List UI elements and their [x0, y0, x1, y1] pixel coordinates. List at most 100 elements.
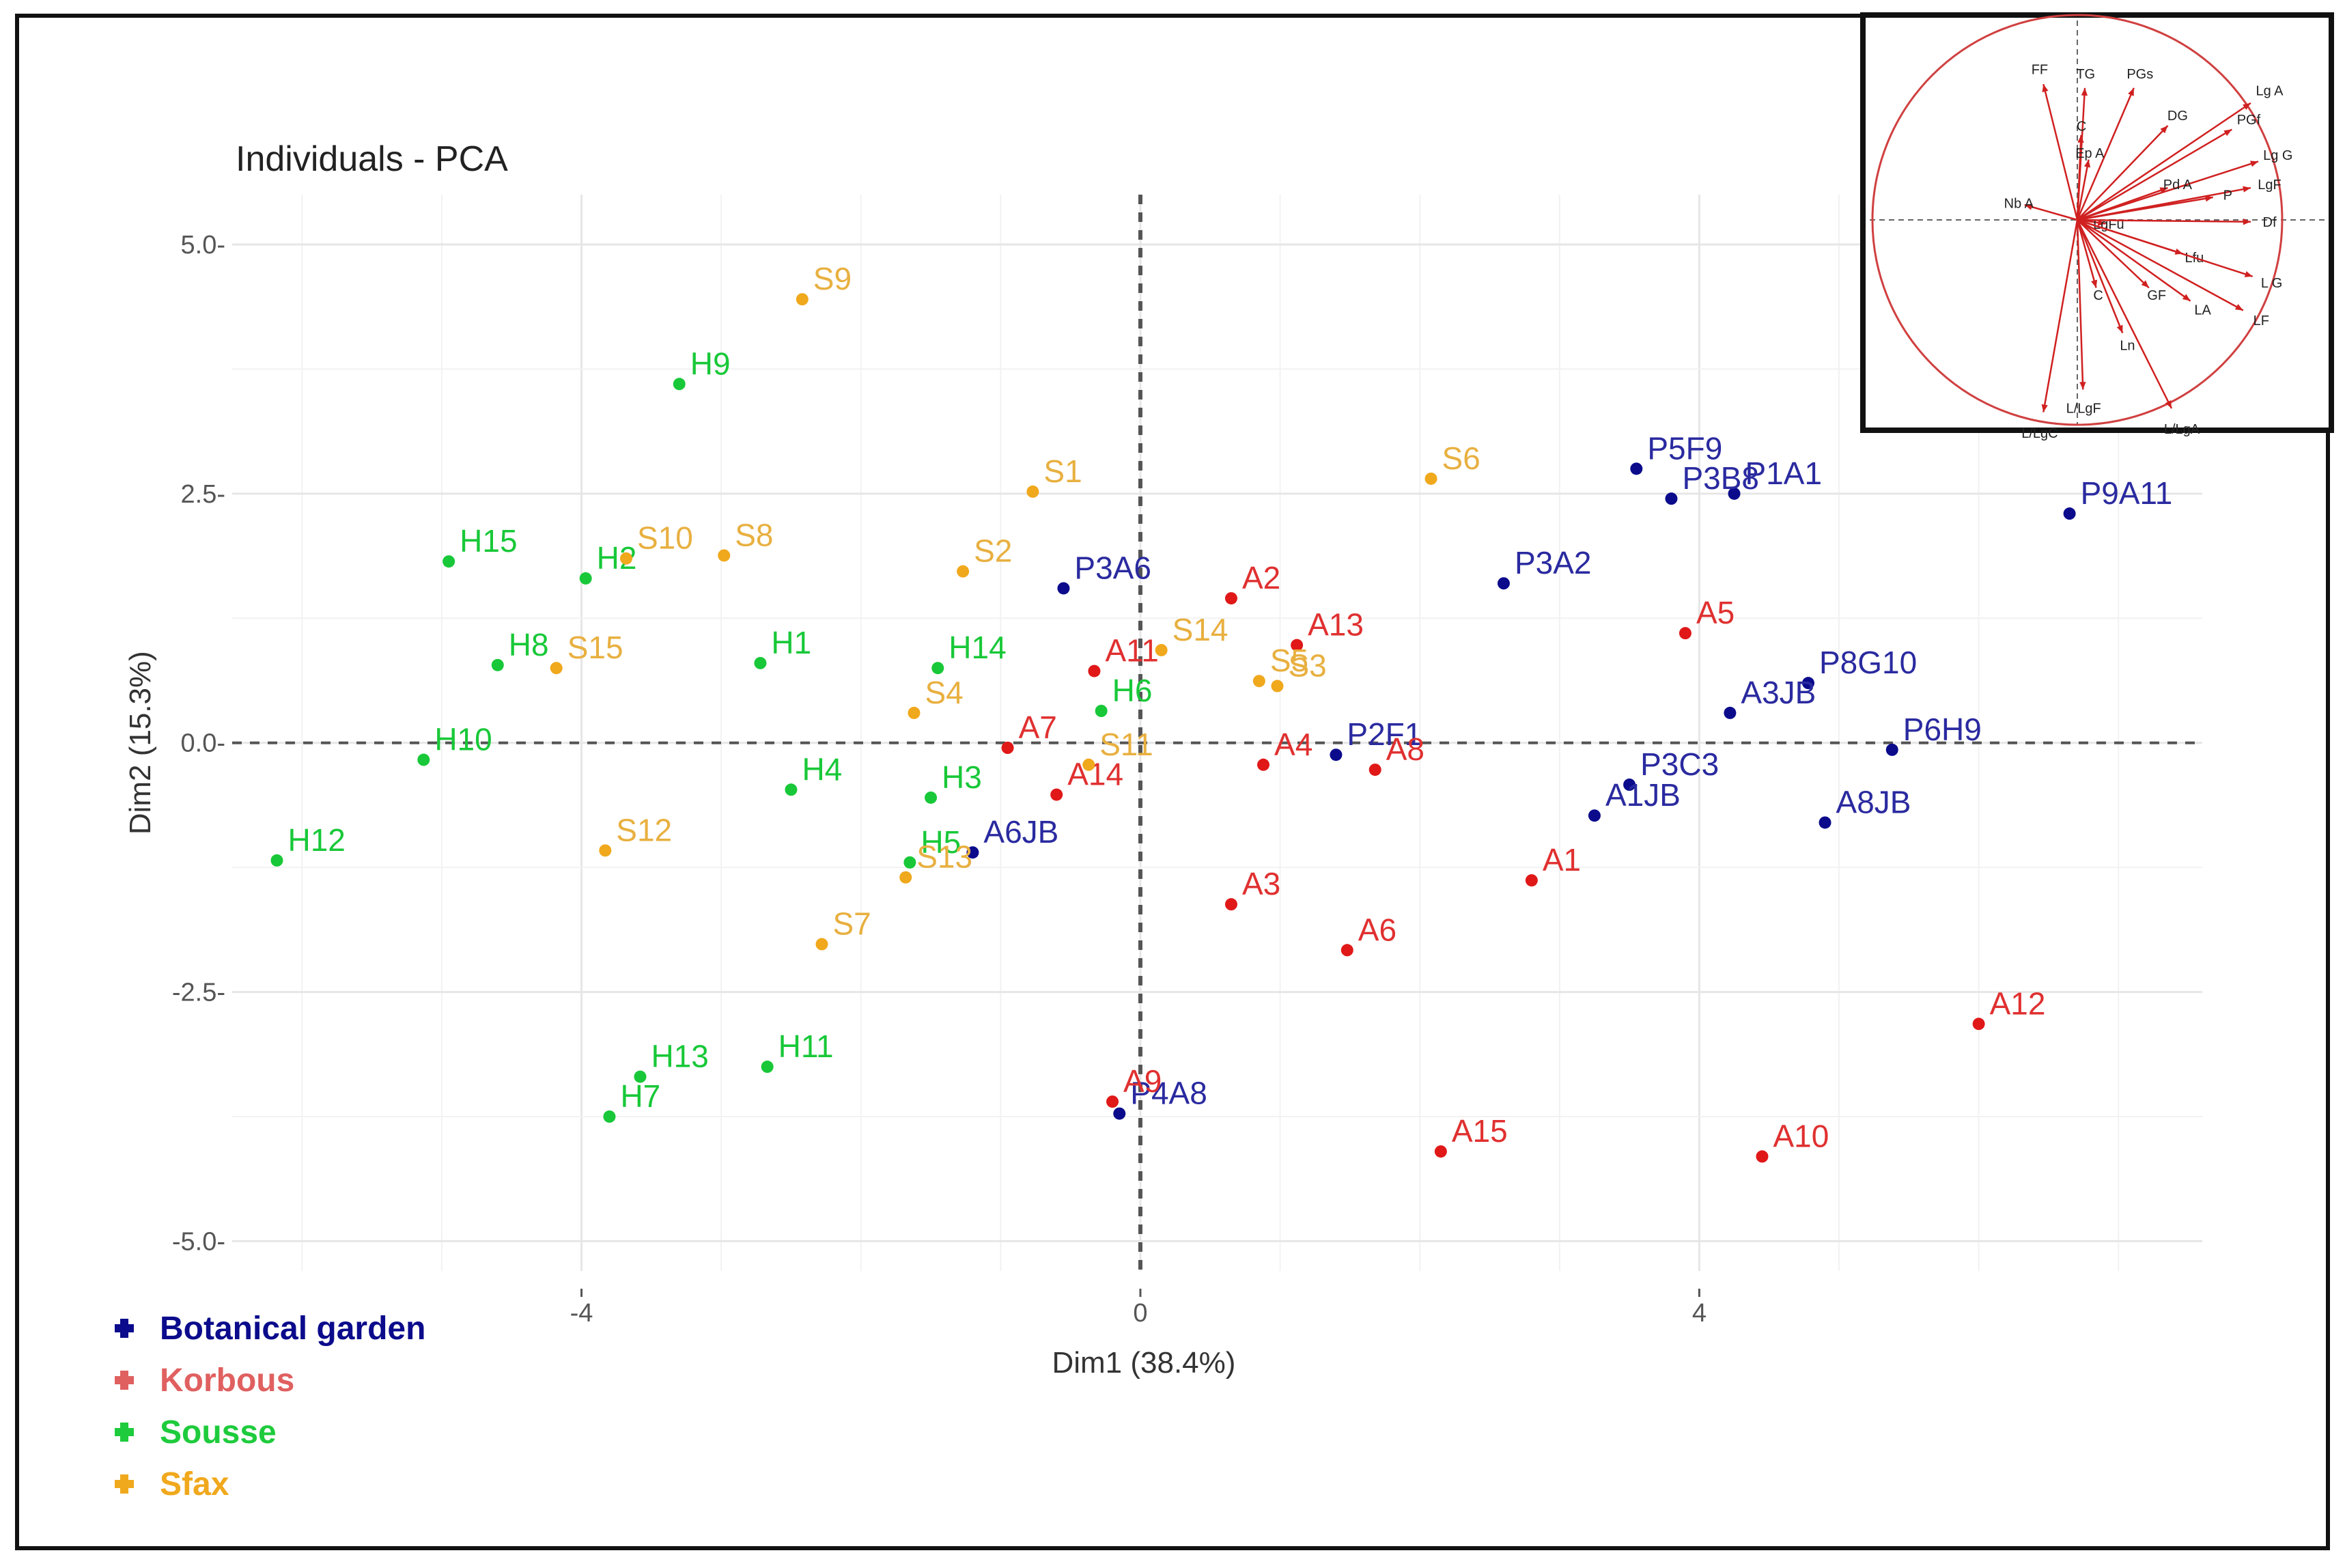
point-S7[interactable] — [815, 938, 828, 951]
point-A6[interactable] — [1340, 944, 1353, 957]
point-P8G10[interactable] — [1802, 677, 1814, 690]
legend-label: Korbous — [160, 1362, 294, 1399]
point-H1[interactable] — [754, 656, 767, 669]
inset-variable-LA: LA — [2077, 219, 2211, 318]
inset-arrow — [2077, 219, 2150, 289]
point-P1A1[interactable] — [1728, 487, 1741, 500]
point-H2[interactable] — [579, 572, 592, 585]
point-A5[interactable] — [1679, 627, 1691, 640]
legend-item-sfax[interactable]: Sfax — [115, 1466, 229, 1502]
point-label-A6: A6 — [1358, 912, 1396, 947]
point-A9[interactable] — [1106, 1095, 1119, 1108]
point-S12[interactable] — [599, 844, 612, 857]
point-H14[interactable] — [931, 662, 944, 675]
point-label-A1JB: A1JB — [1605, 777, 1681, 813]
inset-arrow — [2042, 83, 2079, 221]
point-A14[interactable] — [1050, 788, 1063, 801]
point-S15[interactable] — [550, 662, 563, 675]
point-S3[interactable] — [1271, 680, 1284, 692]
y-tick-label: 2.5- — [181, 480, 225, 509]
point-A1[interactable] — [1525, 874, 1538, 887]
inset-arrow — [2077, 160, 2259, 221]
inset-arrowhead — [2141, 280, 2149, 288]
point-label-S9: S9 — [813, 261, 852, 296]
point-label-S7: S7 — [832, 906, 871, 942]
y-tick-label: -2.5- — [172, 979, 225, 1007]
point-H12[interactable] — [270, 854, 283, 867]
inset-variable-PGf: PGf — [2077, 113, 2261, 221]
inset-variable-C: C — [2076, 219, 2103, 303]
point-A8JB[interactable] — [1819, 816, 1831, 829]
inset-arrowhead — [2091, 279, 2098, 288]
point-S10[interactable] — [620, 552, 632, 565]
point-P3C3[interactable] — [1623, 779, 1636, 791]
point-A6JB[interactable] — [966, 846, 979, 859]
inset-arrow — [2077, 102, 2251, 221]
point-H4[interactable] — [785, 783, 798, 796]
point-H3[interactable] — [925, 791, 938, 804]
legend-item-sousse[interactable]: Sousse — [115, 1414, 277, 1451]
point-S14[interactable] — [1155, 643, 1168, 656]
point-A11[interactable] — [1088, 664, 1101, 677]
point-P2F1[interactable] — [1330, 748, 1343, 761]
point-A1JB[interactable] — [1588, 809, 1601, 822]
point-A3JB[interactable] — [1724, 706, 1737, 719]
point-S11[interactable] — [1082, 758, 1095, 771]
point-P3B8[interactable] — [1665, 492, 1678, 505]
inset-arrowhead — [2097, 219, 2106, 226]
point-H15[interactable] — [443, 555, 455, 568]
point-S1[interactable] — [1026, 485, 1039, 498]
point-A7[interactable] — [1001, 742, 1014, 754]
point-P9A11[interactable] — [2063, 507, 2076, 520]
point-A15[interactable] — [1434, 1145, 1447, 1158]
inset-arrowhead — [2223, 129, 2232, 137]
point-H13[interactable] — [634, 1070, 647, 1083]
point-label-A3: A3 — [1242, 866, 1280, 901]
point-label-A10: A10 — [1773, 1118, 1829, 1153]
inset-variable-PGs: PGs — [2076, 67, 2153, 221]
point-H5[interactable] — [903, 856, 916, 869]
point-P3A2[interactable] — [1497, 577, 1510, 590]
point-label-H11: H11 — [778, 1028, 834, 1064]
inset-arrow — [2076, 219, 2097, 288]
point-H11[interactable] — [761, 1061, 774, 1074]
point-S2[interactable] — [957, 565, 970, 578]
point-S9[interactable] — [796, 293, 809, 306]
inset-arrow — [2024, 204, 2078, 221]
point-label-S5: S5 — [1270, 643, 1308, 678]
inset-arrowhead — [2116, 324, 2123, 333]
inset-arrowhead — [2042, 84, 2049, 93]
point-A12[interactable] — [1972, 1018, 1985, 1031]
inset-arrowhead — [2244, 270, 2253, 277]
point-H9[interactable] — [673, 378, 686, 391]
point-S13[interactable] — [899, 871, 912, 884]
point-S6[interactable] — [1424, 472, 1437, 485]
point-S5[interactable] — [1252, 675, 1265, 688]
legend-item-botanical-garden[interactable]: Botanical garden — [115, 1311, 425, 1347]
point-A13[interactable] — [1291, 639, 1304, 652]
point-H10[interactable] — [417, 753, 430, 766]
legend-item-korbous[interactable]: Korbous — [115, 1362, 294, 1399]
legend-key — [120, 1371, 128, 1390]
point-P4A8[interactable] — [1113, 1107, 1126, 1120]
point-label-P3C3: P3C3 — [1640, 746, 1719, 782]
point-P6H9[interactable] — [1885, 743, 1898, 756]
point-label-H12: H12 — [287, 822, 345, 858]
inset-variable-label: Df — [2263, 215, 2277, 230]
point-A8[interactable] — [1368, 764, 1381, 776]
point-A4[interactable] — [1257, 758, 1270, 771]
point-label-A8: A8 — [1386, 731, 1424, 767]
point-P3A6[interactable] — [1057, 582, 1070, 595]
point-A3[interactable] — [1224, 898, 1237, 911]
point-label-P2F1: P2F1 — [1347, 716, 1422, 752]
point-H6[interactable] — [1095, 705, 1108, 717]
point-S8[interactable] — [718, 549, 731, 562]
point-H7[interactable] — [603, 1110, 616, 1123]
x-tick-label: 4 — [1692, 1299, 1707, 1328]
point-P5F9[interactable] — [1630, 462, 1643, 475]
point-A2[interactable] — [1224, 592, 1237, 605]
inset-variable-label: FF — [2032, 63, 2048, 78]
point-S4[interactable] — [908, 706, 921, 719]
point-H8[interactable] — [491, 658, 504, 671]
point-A10[interactable] — [1756, 1150, 1769, 1163]
